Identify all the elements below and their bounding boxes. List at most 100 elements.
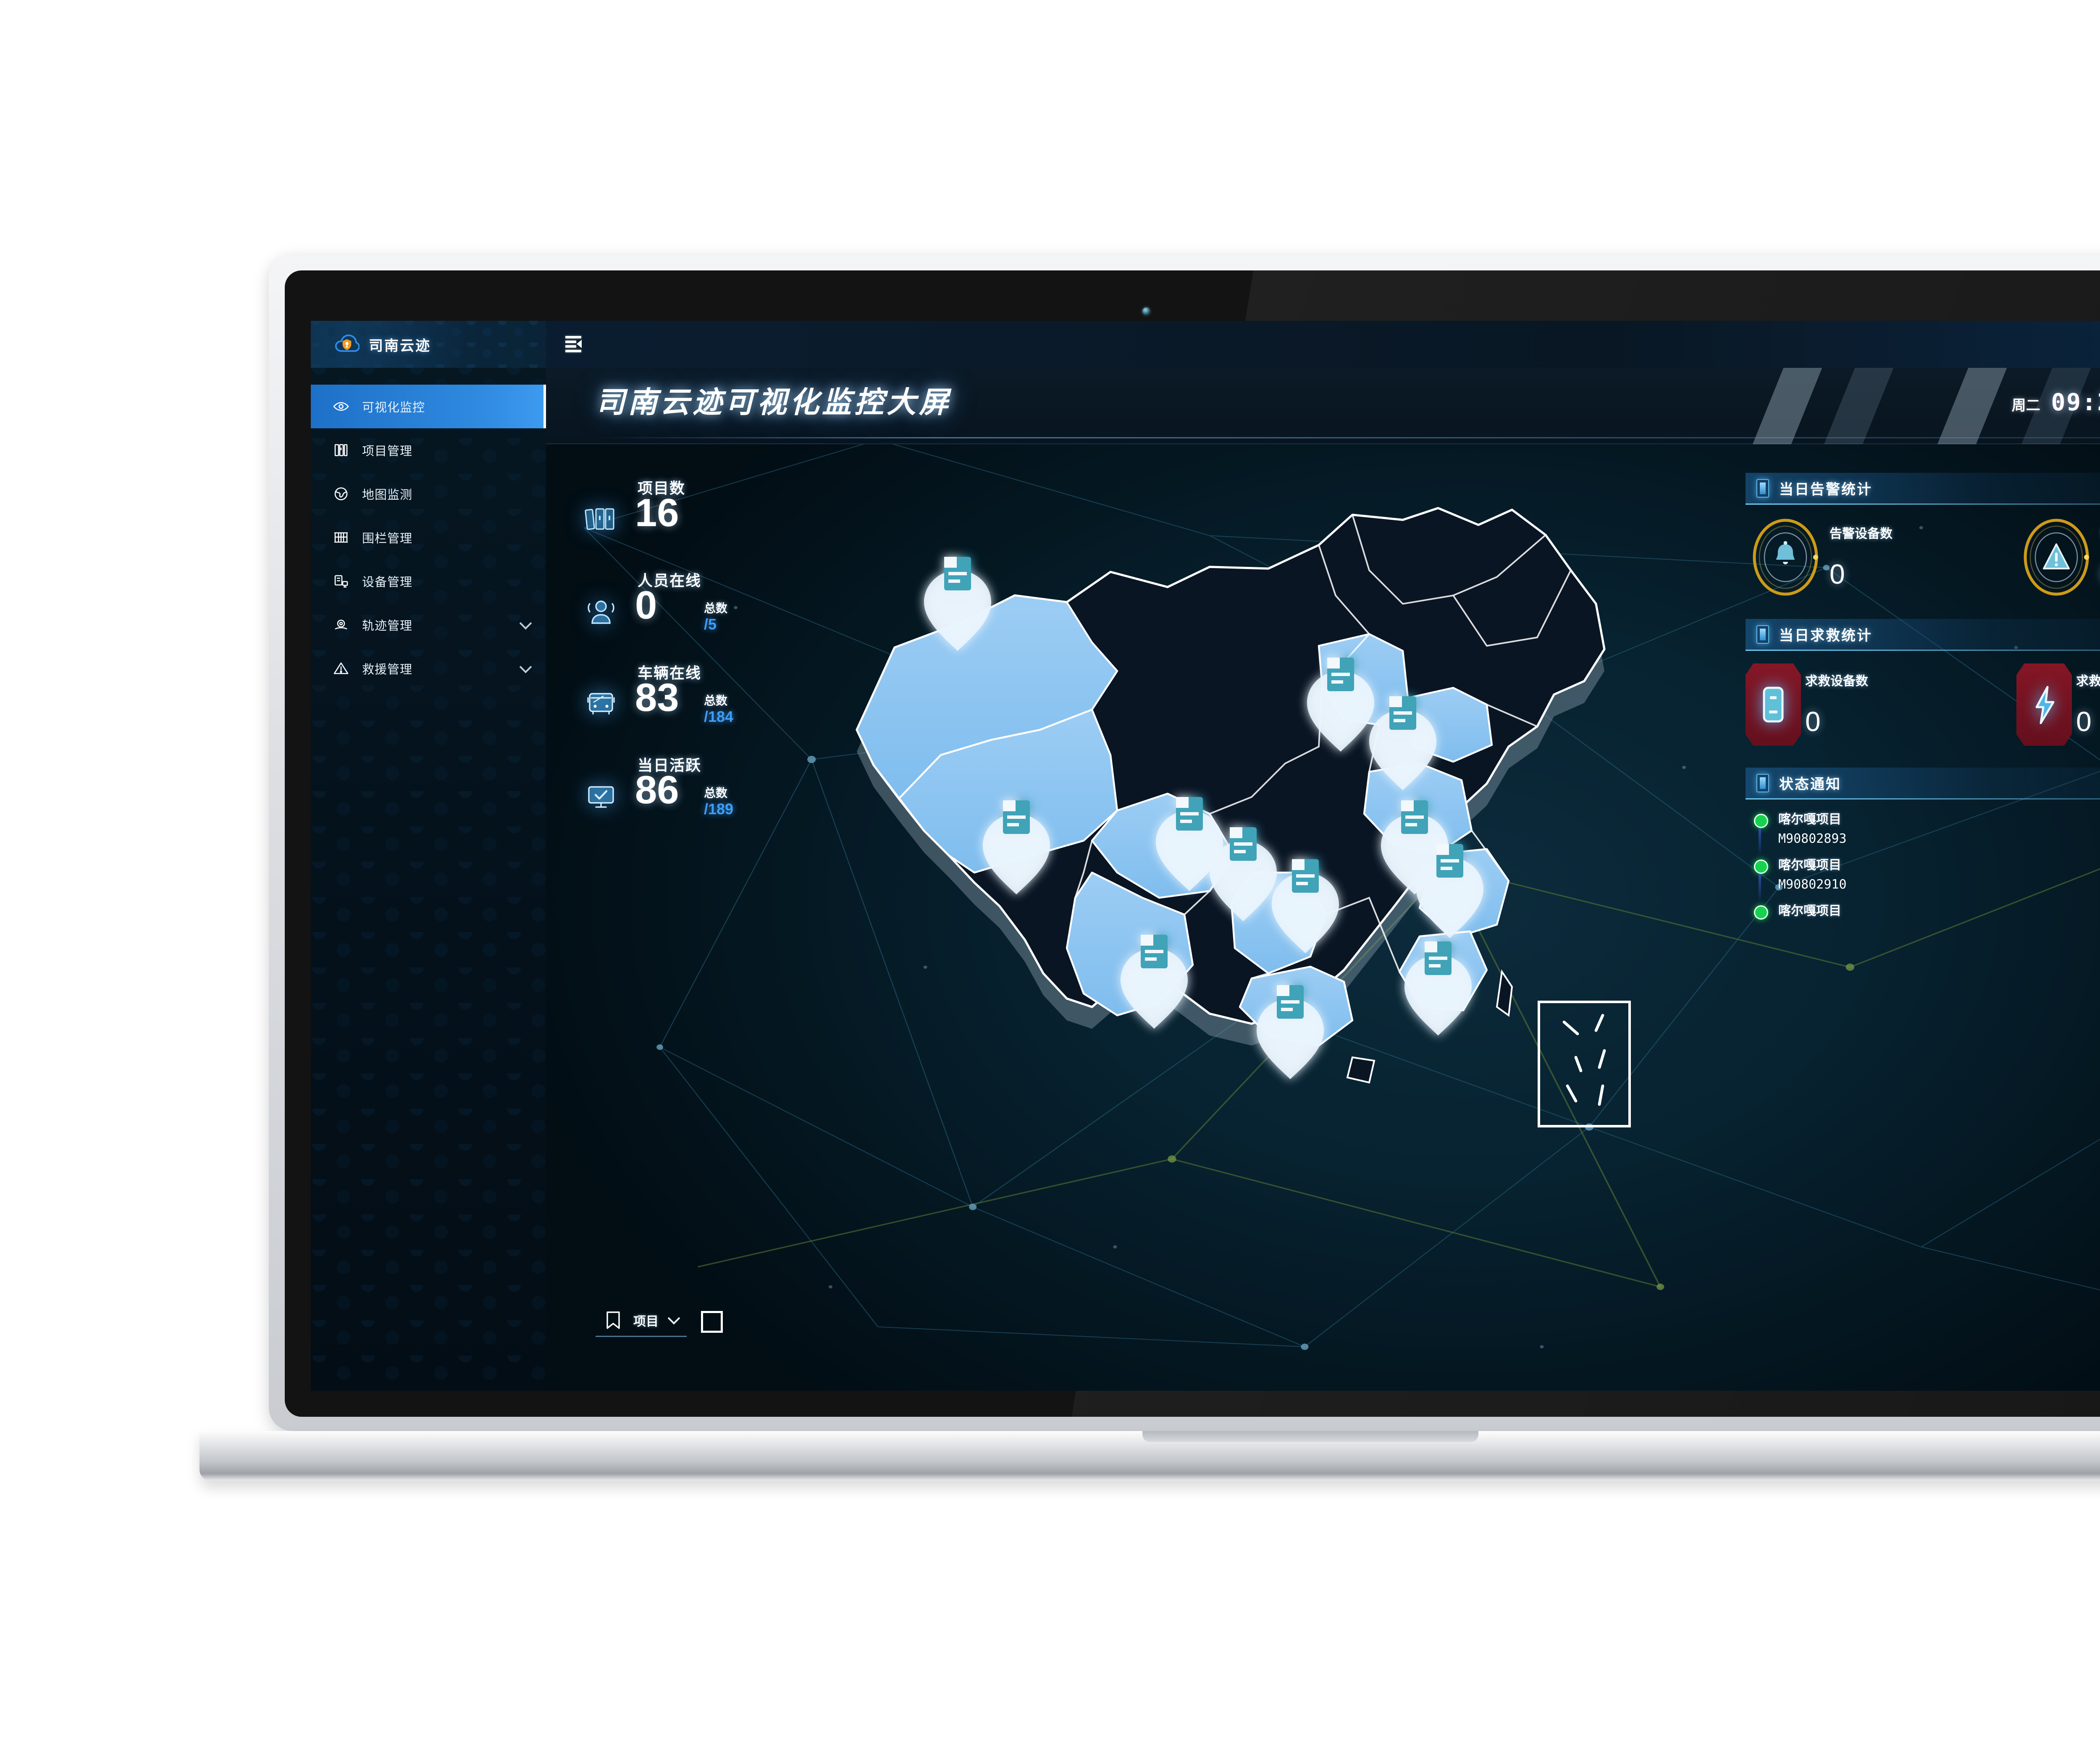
stat-total-value: /184	[704, 708, 734, 725]
laptop-mockup: 司南云迹	[200, 255, 2100, 1481]
stat-total: 总数 /189	[704, 786, 734, 818]
project-controls: 项目	[596, 1306, 723, 1337]
gauge-ring	[2016, 517, 2096, 597]
dashboard-banner: 司南云迹可视化监控大屏 周二 09:23:18 2023.10.24	[546, 368, 2100, 444]
cloud-shield-logo-icon	[334, 333, 360, 356]
card-header: 当日求救统计	[1746, 619, 2100, 651]
panel-marker-icon	[1756, 773, 1769, 792]
stat-vehicle-online: 车辆在线 83	[579, 658, 814, 750]
sidebar-item-visual-monitoring[interactable]: 可视化监控	[311, 385, 546, 428]
weekday-label: 周二	[2011, 398, 2040, 414]
clock-time: 09:23:18	[2051, 389, 2100, 416]
sidebar-item-label: 项目管理	[362, 445, 413, 458]
card-header: 当日告警统计	[1746, 473, 2100, 505]
stat-total-label: 总数	[704, 602, 728, 615]
status-device-id: M90802893	[1778, 831, 1847, 846]
banner-underline	[592, 437, 2100, 438]
project-selector-label: 项目	[633, 1315, 659, 1329]
laptop-base	[200, 1431, 2100, 1481]
stat-value: 16	[635, 490, 679, 535]
device-icon	[333, 573, 349, 590]
stat-staff-online: 人员在线 0 总数 /5	[579, 565, 814, 658]
sidebar-item-label: 设备管理	[362, 576, 413, 589]
status-device-id: M90802910	[1778, 877, 1847, 892]
alarm-gauges: 告警设备数 0	[1746, 505, 2100, 605]
list-item[interactable]: 喀尔嘎项目 在线	[1746, 900, 2100, 927]
laptop-base-notch	[1142, 1431, 1478, 1442]
stat-total-value: /189	[704, 800, 734, 818]
stat-value: 83	[635, 675, 679, 719]
sidebar-item-label: 救援管理	[362, 663, 413, 676]
lightning-bolt-icon	[2035, 686, 2055, 724]
stat-value: 86	[635, 768, 679, 812]
status-project-name: 喀尔嘎项目	[1778, 858, 1841, 872]
rescue-panel	[1746, 663, 1801, 746]
stats-panel: 项目数 16	[579, 473, 814, 842]
chevron-down-icon	[667, 1312, 680, 1325]
panel-marker-icon	[1756, 625, 1769, 644]
hamburger-collapse-icon[interactable]	[565, 336, 584, 353]
status-project-name: 喀尔嘎项目	[1778, 904, 1841, 918]
page-title: 司南云迹可视化监控大屏	[596, 386, 951, 419]
alarm-record-count: 告警记录数 0	[2016, 517, 2100, 597]
stat-total: 总数 /184	[704, 694, 734, 726]
sidebar-item-project-management[interactable]: 项目管理	[311, 428, 546, 472]
app-screen: 司南云迹	[311, 321, 2100, 1391]
sidebar-item-device-management[interactable]: 设备管理	[311, 559, 546, 603]
status-project-name: 喀尔嘎项目	[1778, 813, 1841, 826]
map-markers	[924, 557, 1483, 1079]
card-title: 当日求救统计	[1779, 628, 1872, 644]
china-map[interactable]	[815, 478, 1680, 1158]
globe-icon	[333, 485, 349, 502]
alarm-statistics-card: 当日告警统计	[1746, 473, 2100, 605]
bookmark-icon	[606, 1311, 620, 1329]
brand-name: 司南云迹	[369, 338, 431, 354]
projects-icon	[333, 442, 349, 459]
sidebar-item-label: 围栏管理	[362, 532, 413, 545]
rescue-device-count: 求救设备数 0	[1746, 663, 2016, 746]
chevron-down-icon	[519, 617, 532, 629]
eye-icon	[333, 398, 349, 415]
sidebar-item-rescue-management[interactable]: 救援管理	[311, 647, 546, 690]
stat-total-label: 总数	[704, 694, 728, 707]
stat-project-count: 项目数 16	[579, 473, 814, 565]
sidebar-item-map-monitoring[interactable]: 地图监测	[311, 472, 546, 516]
fence-icon	[333, 529, 349, 546]
laptop-bezel: 司南云迹	[285, 270, 2100, 1417]
stat-label: 当日活跃	[638, 757, 702, 774]
rescue-gauges: 求救设备数 0	[1746, 651, 2100, 753]
stat-total: 总数 /5	[704, 602, 727, 633]
sidebar-menu: 可视化监控 项目管理	[311, 368, 546, 690]
list-item[interactable]: 喀尔嘎项目 在线 M90802893 2023-10-24 08:10:31	[1746, 809, 2100, 856]
status-notification-card: 状态通知 喀尔嘎项目 在线 M90802893	[1746, 768, 2100, 927]
stat-daily-active: 当日活跃 86 总数 /189	[579, 750, 814, 842]
hex-pattern-decoration	[311, 368, 546, 1391]
rescue-statistics-card: 当日求救统计	[1746, 619, 2100, 753]
card-title: 状态通知	[1779, 776, 1841, 792]
sidebar-item-label: 地图监测	[362, 488, 413, 502]
gauge-text: 告警设备数 0	[1830, 527, 1893, 588]
banner-background	[546, 368, 2100, 444]
stat-label: 项目数	[638, 480, 686, 497]
sidebar-item-track-management[interactable]: 轨迹管理	[311, 603, 546, 647]
status-list[interactable]: 喀尔嘎项目 在线 M90802893 2023-10-24 08:10:31	[1746, 800, 2100, 927]
stat-label: 人员在线	[638, 572, 702, 589]
chevron-down-icon	[519, 661, 532, 673]
bus-icon	[583, 685, 619, 721]
sidebar-item-fence-management[interactable]: 围栏管理	[311, 516, 546, 559]
warning-icon	[333, 660, 349, 677]
books-icon	[583, 501, 619, 537]
panel-marker-icon	[1756, 479, 1769, 498]
rescue-panel	[2016, 663, 2072, 746]
list-item[interactable]: 喀尔嘎项目 在线 M90802910 2023-10-24 08:10:31	[1746, 855, 2100, 902]
south-china-sea-inset	[1538, 1001, 1631, 1127]
sidebar-item-label: 可视化监控	[362, 401, 425, 414]
sidebar: 可视化监控 项目管理	[311, 368, 546, 1391]
rescue-record-count: 求救记录数 0	[2016, 663, 2100, 746]
fullscreen-icon[interactable]	[701, 1311, 723, 1333]
track-pin-icon	[333, 616, 349, 633]
brand-logo-block[interactable]: 司南云迹	[311, 321, 546, 368]
project-selector[interactable]: 项目	[596, 1306, 687, 1337]
gauge-value: 0	[1805, 706, 1821, 737]
